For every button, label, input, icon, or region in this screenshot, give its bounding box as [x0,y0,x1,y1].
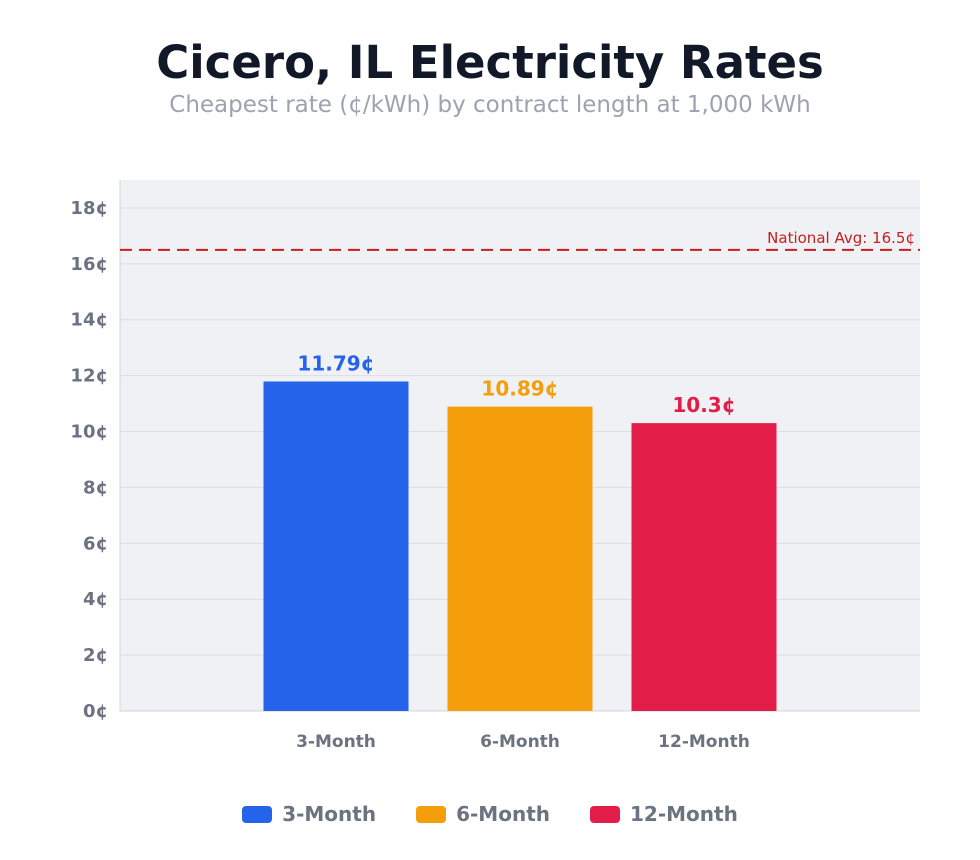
chart-legend: 3-Month 6-Month 12-Month [0,802,980,826]
legend-label-12-month: 12-Month [630,802,738,826]
legend-swatch-12-month [590,805,620,823]
legend-swatch-6-month [416,805,447,823]
x-tick-label: 3-Month [296,732,376,752]
y-tick-label: 0¢ [83,701,108,722]
bar-value-label: 10.3¢ [672,393,735,417]
bar [263,381,409,711]
bar [631,423,777,711]
chart-title: Cicero, IL Electricity Rates [156,36,824,89]
bar [447,406,593,711]
bar-chart: 0¢ 2¢ 4¢ 6¢ 8¢ 10¢ 12¢ 14¢ 16¢ 18¢ National Avg: 1… [70,180,920,752]
y-tick-label: 18¢ [70,198,108,219]
y-tick-label: 4¢ [83,589,108,610]
bar-value-label: 11.79¢ [297,352,374,376]
legend-item-3-month: 3-Month [242,802,376,826]
y-tick-label: 10¢ [70,422,108,443]
y-tick-label: 14¢ [70,310,108,331]
bar-value-label: 10.89¢ [481,377,558,401]
legend-item-6-month: 6-Month [416,802,550,826]
chart-subtitle: Cheapest rate (¢/kWh) by contract length… [169,92,811,118]
y-tick-label: 12¢ [70,366,108,387]
legend-swatch-3-month [242,805,273,823]
y-tick-label: 2¢ [83,645,108,666]
legend-item-12-month: 12-Month [590,802,738,826]
y-tick-label: 16¢ [70,254,108,275]
x-tick-label: 6-Month [480,732,560,752]
y-tick-label: 6¢ [83,533,108,554]
reference-line-label: National Avg: 16.5¢ [767,229,915,247]
legend-label-3-month: 3-Month [282,802,377,826]
x-tick-label: 12-Month [658,732,750,752]
y-tick-label: 8¢ [83,477,108,498]
legend-label-6-month: 6-Month [456,802,550,826]
